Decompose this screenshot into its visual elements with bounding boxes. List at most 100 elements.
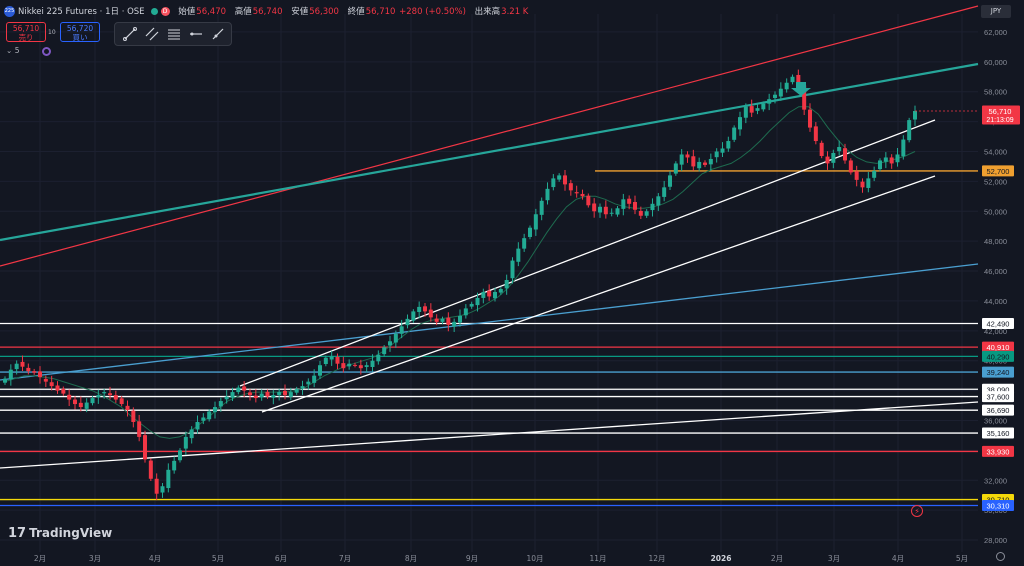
candle-body bbox=[148, 460, 153, 479]
parallel-channel-tool-icon[interactable] bbox=[145, 27, 159, 41]
candle-body bbox=[557, 175, 562, 180]
candle-body bbox=[242, 386, 247, 391]
candle-body bbox=[32, 371, 37, 373]
candle-body bbox=[236, 387, 241, 393]
candle-body bbox=[335, 356, 340, 364]
candle-body bbox=[872, 170, 877, 178]
ray-tool-icon[interactable] bbox=[211, 27, 225, 41]
candle-body bbox=[90, 398, 95, 404]
candle-body bbox=[38, 371, 42, 378]
candle-body bbox=[673, 163, 678, 174]
symbol-title[interactable]: Nikkei 225 Futures · 1日 · OSE bbox=[18, 7, 145, 17]
symbol-logo: 225 bbox=[4, 6, 15, 17]
price-tick-label: 44,000 bbox=[984, 297, 1007, 306]
candle-body bbox=[440, 318, 445, 322]
level-price-label: 52,700 bbox=[987, 167, 1010, 176]
candle-body bbox=[393, 333, 398, 343]
candle-body bbox=[668, 175, 672, 187]
candle-body bbox=[113, 395, 118, 400]
time-tick-label: 5月 bbox=[212, 554, 224, 563]
currency-selector[interactable]: JPY bbox=[981, 5, 1011, 18]
level-price-label: 30,310 bbox=[987, 502, 1010, 511]
time-tick-label: 10月 bbox=[526, 554, 543, 563]
level-price-tag bbox=[982, 366, 1014, 378]
horizontal-ray-tool-icon[interactable] bbox=[189, 27, 203, 41]
candle-body bbox=[131, 410, 136, 422]
price-tick-label: 48,000 bbox=[984, 237, 1007, 246]
candle-body bbox=[265, 391, 270, 397]
price-tick-label: 32,000 bbox=[984, 476, 1007, 485]
candle-body bbox=[778, 88, 783, 97]
level-price-label: 40,910 bbox=[987, 343, 1010, 352]
horizontal-lines-tool-icon[interactable] bbox=[167, 27, 181, 41]
candle-body bbox=[423, 306, 427, 312]
candle-body bbox=[469, 303, 474, 307]
candle-body bbox=[697, 161, 702, 169]
candle-body bbox=[306, 381, 311, 385]
candle-body bbox=[388, 341, 392, 346]
candle-body bbox=[207, 411, 212, 420]
indicator-visibility-icon[interactable] bbox=[41, 46, 51, 56]
trend-lines bbox=[0, 5, 979, 469]
candle-body bbox=[137, 421, 142, 437]
candle-body bbox=[831, 152, 836, 163]
candle-body bbox=[20, 361, 25, 367]
candle-body bbox=[61, 388, 66, 394]
candle-body bbox=[732, 127, 737, 140]
candle-body bbox=[708, 158, 713, 165]
candle-body bbox=[498, 288, 503, 293]
candle-body bbox=[662, 187, 667, 197]
candle-body bbox=[638, 210, 643, 216]
candle-body bbox=[551, 178, 556, 188]
price-tick-label: 46,000 bbox=[984, 267, 1007, 276]
candle-body bbox=[843, 148, 847, 161]
time-tick-label: 2月 bbox=[34, 554, 46, 563]
candle-body bbox=[866, 178, 871, 188]
buy-label: 買い bbox=[72, 33, 88, 42]
time-tick-label: 4月 bbox=[892, 554, 904, 563]
level-price-tag bbox=[982, 500, 1014, 512]
candle-body bbox=[913, 110, 917, 120]
price-tick-label: 42,000 bbox=[984, 327, 1007, 336]
candle-body bbox=[253, 395, 258, 399]
candle-body bbox=[277, 392, 282, 396]
current-price-label: 56,710 bbox=[989, 107, 1012, 116]
candle-body bbox=[178, 450, 182, 461]
candle-body bbox=[125, 405, 130, 411]
sell-button[interactable]: 56,710 売り bbox=[6, 22, 46, 42]
price-tick-label: 50,000 bbox=[984, 207, 1007, 216]
time-tick-label: 11月 bbox=[589, 554, 606, 563]
level-price-label: 39,240 bbox=[987, 368, 1010, 377]
candle-body bbox=[603, 206, 608, 215]
candle-body bbox=[26, 367, 31, 372]
gear-icon[interactable] bbox=[996, 552, 1005, 561]
candle-body bbox=[755, 108, 760, 111]
candle-body bbox=[808, 109, 812, 128]
price-tick-label: 62,000 bbox=[984, 28, 1007, 37]
level-price-tag bbox=[982, 404, 1014, 416]
tradingview-logo[interactable]: 𝟭𝟳 TradingView bbox=[8, 526, 112, 541]
candle-body bbox=[825, 156, 830, 164]
candle-body bbox=[813, 126, 818, 142]
candle-body bbox=[580, 193, 585, 197]
candle-body bbox=[108, 393, 112, 396]
level-price-tag bbox=[982, 391, 1014, 403]
lightning-icon[interactable]: ⚡ bbox=[911, 505, 923, 517]
open-label: 始値 bbox=[178, 7, 196, 17]
trend-line-tool-icon[interactable] bbox=[123, 27, 137, 41]
countdown-label: 21:13:09 bbox=[986, 117, 1013, 124]
chart-grid bbox=[0, 14, 978, 552]
level-price-label: 33,930 bbox=[987, 447, 1010, 456]
channel-lower-line bbox=[261, 175, 936, 413]
candle-body bbox=[417, 306, 422, 312]
change-value: +280 (+0.50%) bbox=[399, 7, 466, 17]
candle-body bbox=[230, 392, 235, 398]
indicator-collapse-icon[interactable]: ⌄ bbox=[6, 46, 13, 55]
buy-button[interactable]: 56,720 買い bbox=[60, 22, 100, 42]
time-tick-label: 3月 bbox=[828, 554, 840, 563]
long-support-line bbox=[0, 401, 979, 469]
candle-body bbox=[574, 192, 579, 194]
candle-body bbox=[895, 154, 900, 163]
candle-body bbox=[568, 183, 573, 191]
